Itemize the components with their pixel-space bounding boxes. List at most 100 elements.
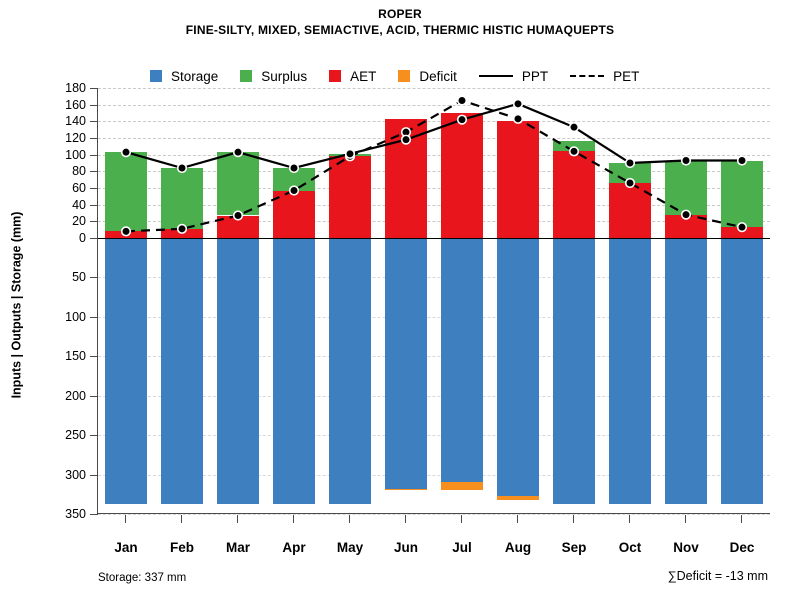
- chart-title: ROPER: [378, 7, 422, 21]
- legend-item-ppt[interactable]: PPT: [478, 69, 548, 84]
- x-tick: [741, 515, 743, 523]
- legend-item-pet[interactable]: PET: [570, 69, 639, 84]
- storage-note: Storage: 337 mm: [98, 572, 187, 584]
- bar-storage-oct: [609, 238, 651, 504]
- bar-surplus-sep: [553, 140, 595, 152]
- x-tick: [125, 515, 127, 523]
- y-tick-label: 180: [65, 81, 86, 95]
- x-axis-label-may: May: [336, 540, 364, 555]
- y-tick: [90, 204, 98, 206]
- bar-aet-mar: [217, 215, 259, 238]
- legend-item-deficit[interactable]: Deficit: [398, 69, 457, 84]
- chart-subtitle: FINE-SILTY, MIXED, SEMIACTIVE, ACID, THE…: [185, 23, 615, 37]
- pet-marker: [456, 95, 468, 106]
- x-axis-label-oct: Oct: [618, 540, 642, 555]
- gridline: [98, 277, 770, 279]
- gridline: [98, 221, 770, 223]
- bar-storage-jul: [441, 238, 483, 483]
- y-tick-label: 100: [65, 309, 86, 324]
- x-axis-label-mar: Mar: [225, 540, 251, 555]
- y-axis-spine: [97, 88, 98, 514]
- ppt-marker: [120, 147, 132, 158]
- x-axis-spine: [97, 513, 770, 514]
- y-tick: [90, 474, 98, 476]
- gridline: [98, 88, 770, 89]
- y-tick-label: 250: [65, 428, 86, 443]
- bar-storage-dec: [721, 238, 763, 504]
- pet-marker: [736, 222, 748, 233]
- bar-aet-sep: [553, 151, 595, 238]
- pet-marker: [288, 185, 300, 196]
- bar-aet-nov: [665, 214, 707, 238]
- bar-aet-apr: [273, 190, 315, 238]
- x-tick: [685, 515, 687, 523]
- bar-storage-aug: [497, 238, 539, 496]
- legend-swatch-surplus-icon: [240, 70, 253, 82]
- ppt-marker: [232, 147, 244, 158]
- x-axis-label-nov: Nov: [673, 540, 699, 555]
- y-tick-label: 80: [72, 164, 86, 179]
- legend-item-surplus[interactable]: Surplus: [240, 69, 307, 84]
- y-tick: [90, 88, 98, 89]
- y-tick-label: 20: [72, 214, 86, 229]
- legend-item-aet[interactable]: AET: [329, 69, 376, 84]
- x-tick: [517, 515, 519, 523]
- pet-line: [125, 99, 743, 233]
- y-tick: [90, 277, 98, 279]
- pet-marker: [232, 210, 244, 221]
- y-tick-label: 50: [72, 270, 86, 285]
- bar-aet-aug: [497, 120, 539, 238]
- x-axis-label-feb: Feb: [169, 540, 195, 555]
- bar-surplus-dec: [721, 160, 763, 228]
- bar-deficit-jun: [385, 488, 427, 491]
- y-tick-label: 200: [65, 388, 86, 403]
- x-tick: [573, 515, 575, 523]
- bar-aet-oct: [609, 183, 651, 238]
- gridline: [98, 138, 770, 139]
- bar-storage-apr: [273, 238, 315, 504]
- y-tick: [90, 121, 98, 123]
- legend-swatch-storage-icon: [150, 70, 162, 82]
- gridline: [98, 188, 770, 189]
- bar-aet-may: [329, 156, 371, 238]
- x-axis-label-jan: Jan: [114, 540, 138, 555]
- bar-aet-jul: [441, 113, 483, 238]
- line-overlay: [120, 95, 748, 237]
- ppt-marker: [288, 162, 300, 174]
- x-tick: [293, 515, 295, 523]
- legend-label: Deficit: [419, 68, 457, 84]
- ppt-marker: [680, 155, 692, 166]
- y-tick: [90, 356, 98, 358]
- bar-storage-mar: [217, 238, 259, 504]
- bar-deficit-aug: [497, 495, 539, 500]
- y-tick: [90, 171, 98, 173]
- bar-surplus-mar: [217, 152, 259, 216]
- x-axis-label-jun: Jun: [393, 540, 419, 555]
- x-tick: [461, 515, 463, 523]
- pet-marker: [512, 113, 524, 124]
- y-tick: [90, 435, 98, 437]
- gridline: [98, 316, 770, 318]
- gridline: [98, 356, 770, 358]
- y-tick-label: 150: [65, 349, 86, 364]
- gridline: [98, 474, 770, 476]
- ppt-marker: [456, 114, 468, 125]
- x-axis-label-dec: Dec: [729, 540, 755, 555]
- gridline: [98, 204, 770, 206]
- bar-storage-may: [329, 238, 371, 504]
- ppt-marker: [624, 157, 636, 169]
- y-tick-label: 350: [65, 507, 86, 521]
- x-axis-label-aug: Aug: [504, 540, 532, 555]
- y-tick: [90, 238, 98, 239]
- bar-surplus-feb: [161, 168, 203, 229]
- legend-item-storage[interactable]: Storage: [150, 69, 218, 84]
- bar-storage-jun: [385, 238, 427, 489]
- pet-marker: [680, 209, 692, 220]
- y-tick: [90, 188, 98, 189]
- ppt-marker: [568, 122, 580, 133]
- y-tick: [90, 138, 98, 139]
- pet-marker: [176, 223, 188, 234]
- y-axis-label-text: Inputs | Outputs | Storage (mm): [9, 211, 24, 399]
- y-tick: [90, 154, 98, 156]
